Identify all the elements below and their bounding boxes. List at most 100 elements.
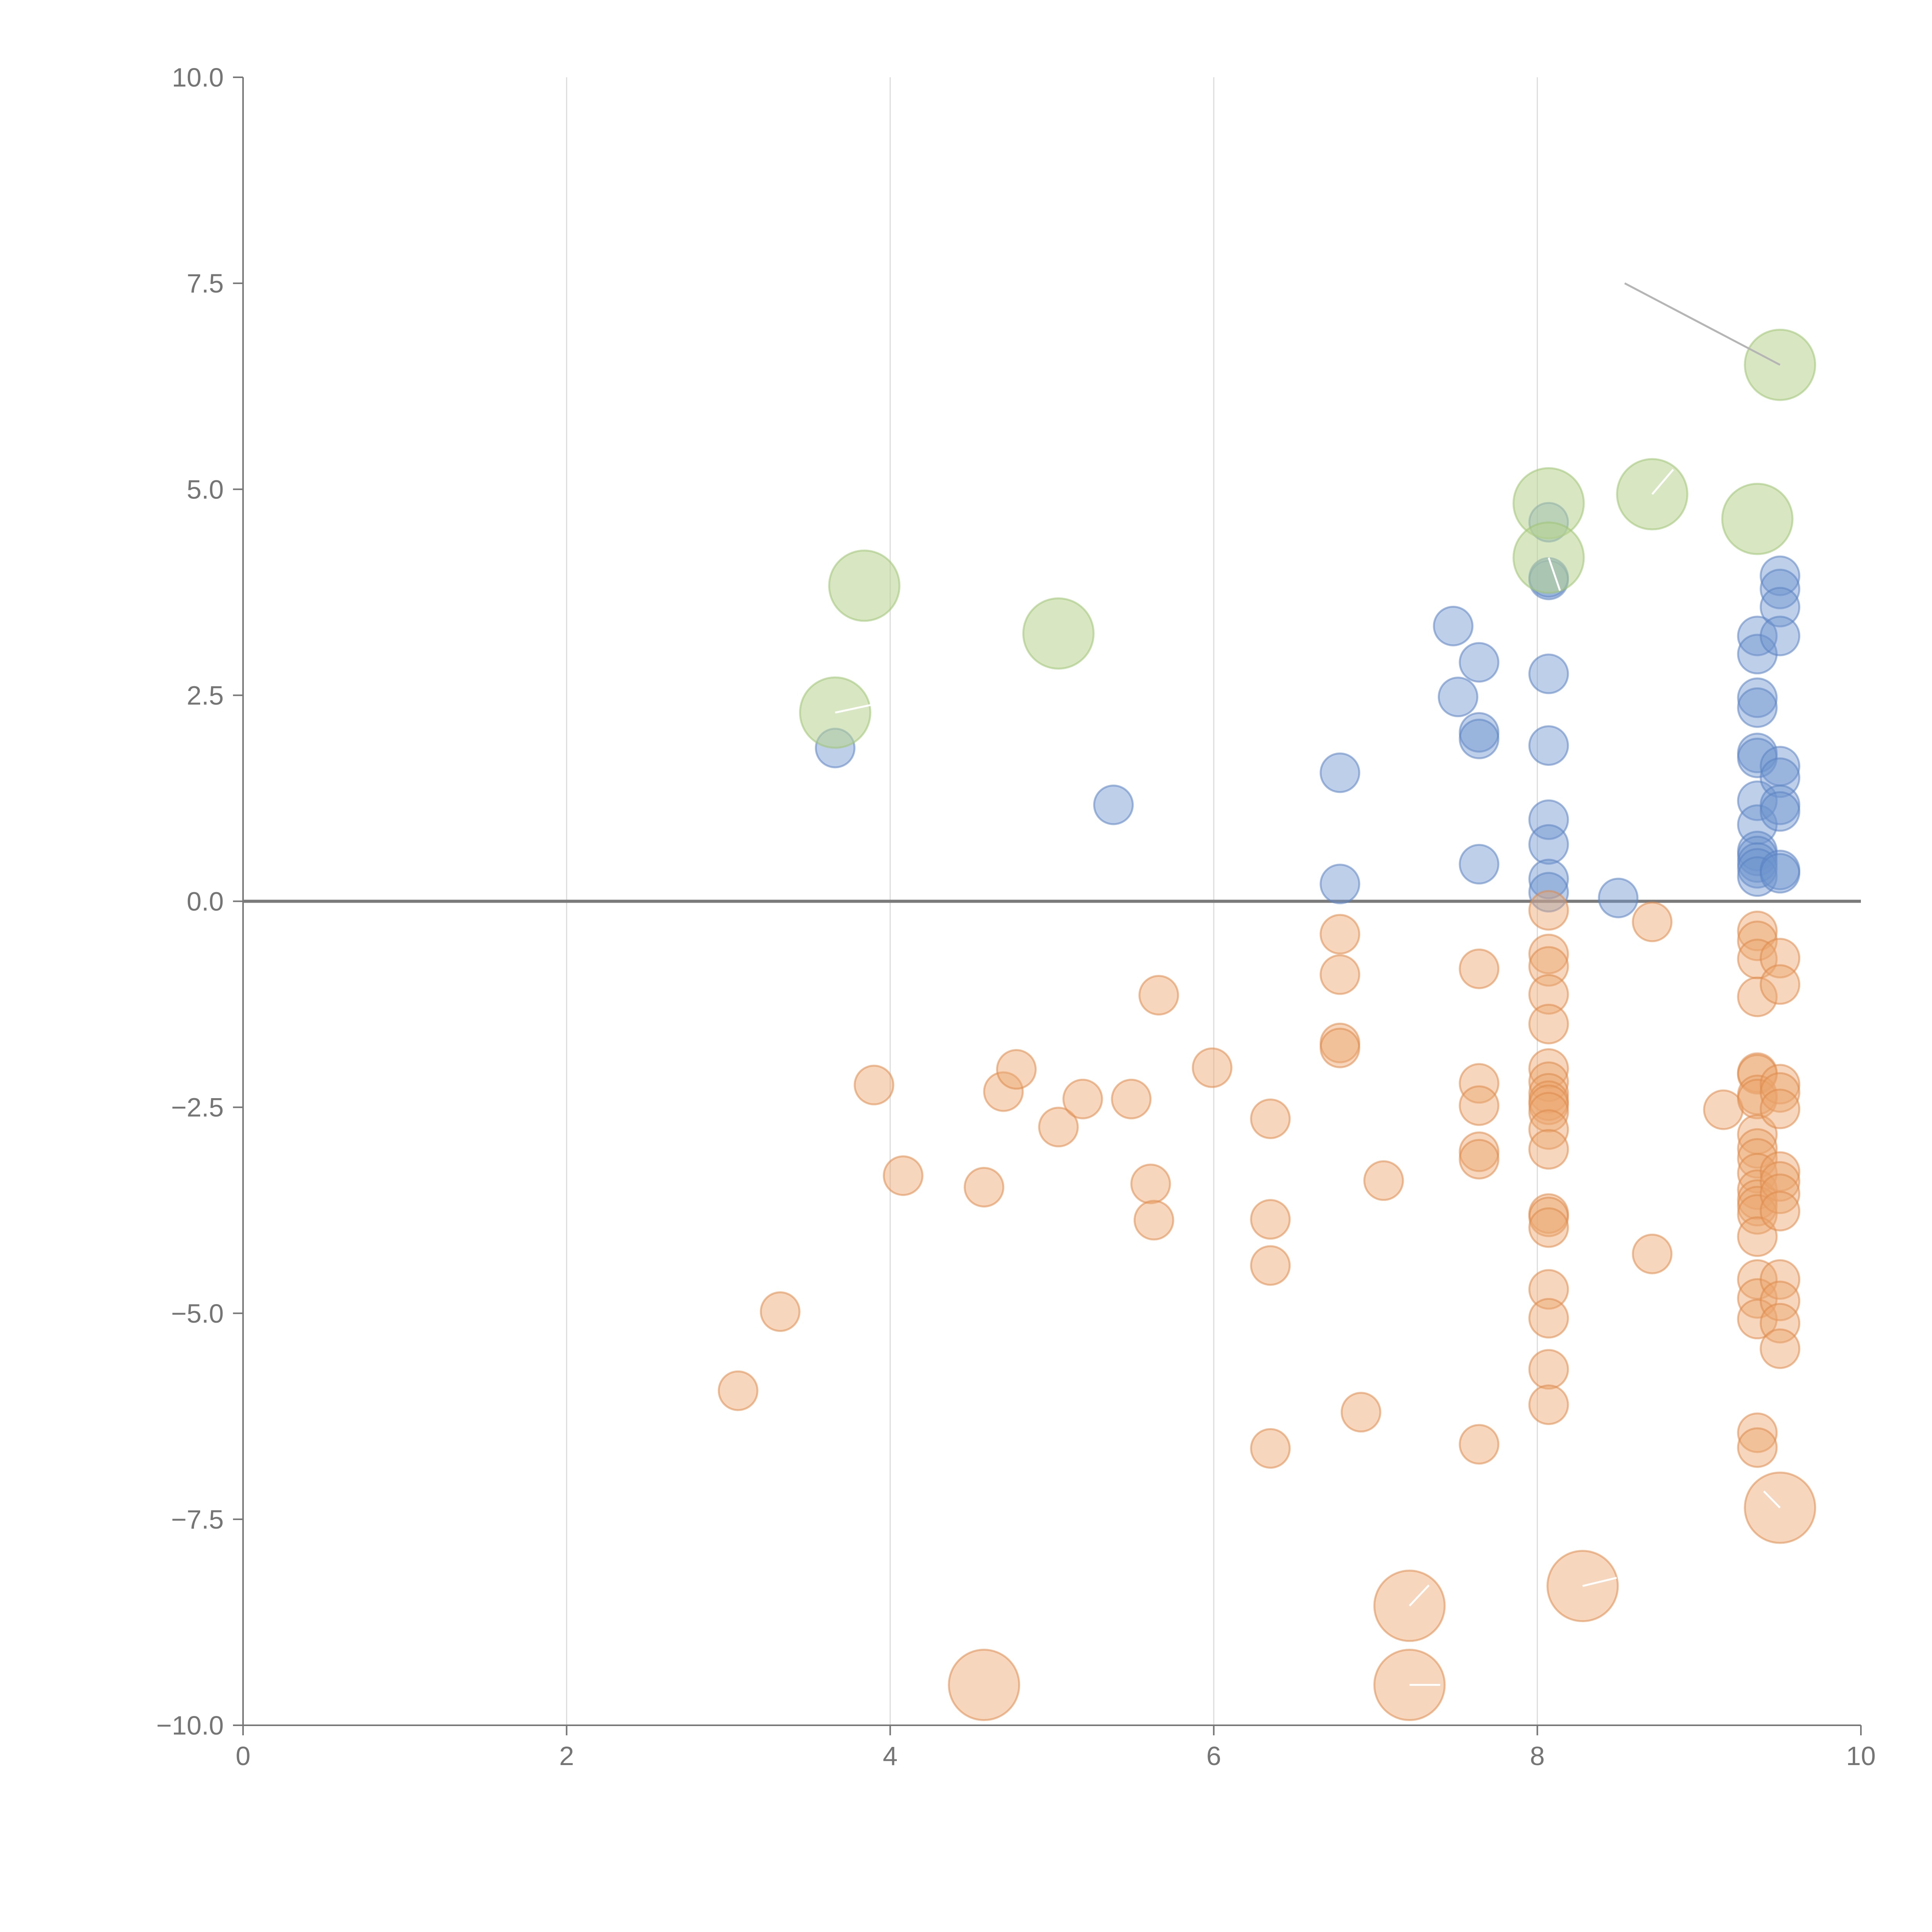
- data-point-highlight-positive: [828, 549, 901, 622]
- y-tick-label: 7.5: [187, 269, 224, 298]
- data-point-negative: [1528, 1349, 1569, 1390]
- data-point-negative: [1528, 1207, 1569, 1248]
- data-point-negative: [718, 1370, 759, 1411]
- data-point-positive: [1528, 859, 1569, 900]
- annotation-leader-line: [1651, 469, 1674, 495]
- data-point-negative: [1528, 974, 1569, 1015]
- data-point-positive: [1433, 605, 1474, 646]
- data-point-negative: [1133, 1200, 1174, 1241]
- data-point-negative: [1528, 1384, 1569, 1425]
- data-point-positive: [1528, 872, 1569, 913]
- data-point-negative: [1737, 1194, 1778, 1235]
- data-point-positive: [1760, 853, 1801, 894]
- data-point-negative: [883, 1155, 923, 1196]
- data-point-negative: [1062, 1078, 1103, 1119]
- data-point-negative: [1760, 1328, 1801, 1369]
- data-point-negative: [1737, 1078, 1778, 1119]
- data-point-negative: [1459, 1424, 1500, 1465]
- data-point-positive: [1459, 718, 1500, 759]
- data-point-negative: [1703, 1089, 1744, 1130]
- data-point-positive: [1760, 791, 1801, 832]
- data-point-negative: [854, 1065, 895, 1105]
- data-point-negative: [1320, 954, 1361, 995]
- axes: 0 2 4 6 8 10 10.0 7.5 5.0 2.5 0.0 −2.5 −5.0 −7.5 −10.0: [156, 63, 1876, 1771]
- data-point-positive: [1459, 642, 1500, 683]
- annotation-leader-line: [1582, 1577, 1617, 1587]
- data-point-positive: [1760, 568, 1801, 609]
- data-point-negative: [1528, 890, 1569, 931]
- y-tick-label: 2.5: [187, 680, 224, 710]
- data-point-positive: [1737, 856, 1778, 897]
- x-tick-label: 2: [559, 1741, 574, 1771]
- annotation-leader-line: [1409, 1584, 1430, 1607]
- y-tick-label: 10.0: [172, 63, 224, 92]
- y-tick-label: 5.0: [187, 474, 224, 504]
- x-tick-label: 4: [883, 1741, 898, 1771]
- data-point-negative: [1250, 1098, 1291, 1139]
- data-point-negative: [1528, 1298, 1569, 1339]
- data-point-negative: [1528, 934, 1569, 975]
- data-point-negative: [1528, 946, 1569, 987]
- data-point-negative: [1528, 1129, 1569, 1170]
- data-point-negative: [1459, 948, 1500, 989]
- data-point-negative: [1760, 964, 1801, 1005]
- data-point-highlight-positive: [1721, 483, 1794, 555]
- data-point-negative: [996, 1049, 1037, 1090]
- data-point-negative: [1320, 914, 1361, 955]
- data-point-negative: [1760, 1064, 1801, 1105]
- data-point-positive: [1528, 799, 1569, 840]
- data-point-negative: [1632, 1233, 1673, 1274]
- data-point-negative: [1737, 1412, 1778, 1453]
- data-point-positive: [1760, 616, 1801, 656]
- data-point-positive: [1760, 555, 1801, 596]
- data-point-negative: [760, 1291, 801, 1332]
- data-point-negative: [1737, 976, 1778, 1017]
- x-tick-label: 10: [1846, 1741, 1876, 1771]
- data-point-negative: [1363, 1160, 1404, 1201]
- data-point-positive: [1598, 878, 1639, 918]
- data-point-negative: [1760, 1088, 1801, 1129]
- x-tick-label: 6: [1206, 1741, 1221, 1771]
- data-point-negative: [1111, 1078, 1152, 1119]
- data-point-negative: [1737, 1216, 1778, 1257]
- data-point-negative: [1760, 1281, 1801, 1321]
- data-point-negative: [1192, 1047, 1233, 1088]
- annotation-leaders: [835, 282, 1781, 1686]
- y-tick-label: −7.5: [171, 1505, 224, 1534]
- data-point-negative: [1340, 1392, 1381, 1433]
- data-point-negative: [1250, 1245, 1291, 1286]
- x-tick-label: 0: [236, 1741, 250, 1771]
- data-point-positive: [1320, 752, 1361, 793]
- data-point-negative: [983, 1071, 1024, 1112]
- data-point-positive: [1093, 784, 1134, 825]
- annotation-leader-line: [835, 701, 886, 714]
- data-point-negative: [1760, 1190, 1801, 1231]
- data-point-positive: [1320, 864, 1361, 905]
- data-point-negative: [1737, 1427, 1778, 1468]
- data-point-negative: [1760, 1161, 1801, 1202]
- data-point-negative: [1760, 1259, 1801, 1300]
- x-tick-label: 8: [1530, 1741, 1544, 1771]
- data-point-positive: [1760, 587, 1801, 628]
- data-point-negative: [1459, 1139, 1500, 1180]
- data-point-negative: [1632, 901, 1673, 942]
- annotation-leader-line: [1624, 282, 1781, 366]
- data-point-negative: [1138, 975, 1179, 1016]
- data-point-negative: [1038, 1107, 1079, 1148]
- data-point-negative: [1737, 910, 1778, 951]
- data-point-negative: [1250, 1428, 1291, 1469]
- data-point-negative: [1760, 1173, 1801, 1214]
- data-point-negative: [1528, 1269, 1569, 1310]
- data-point-negative: [1737, 920, 1778, 961]
- data-point-positive: [1737, 677, 1778, 718]
- annotation-leader-line: [1763, 1490, 1781, 1509]
- data-point-positive: [1459, 844, 1500, 885]
- data-point-negative: [1130, 1163, 1171, 1204]
- y-tick-label: −2.5: [171, 1093, 224, 1122]
- data-point-negative: [1528, 1003, 1569, 1044]
- y-tick-label: 0.0: [187, 887, 224, 917]
- y-tick-label: −5.0: [171, 1299, 224, 1328]
- data-point-highlight-positive: [1022, 597, 1095, 670]
- data-point-positive: [1737, 687, 1778, 728]
